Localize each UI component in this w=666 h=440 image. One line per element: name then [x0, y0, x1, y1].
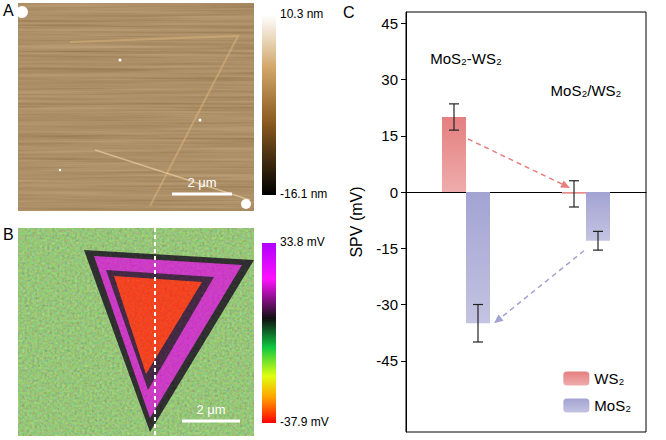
svg-text:33.8 mV: 33.8 mV: [280, 235, 325, 249]
svg-text:2 μm: 2 μm: [196, 402, 225, 417]
svg-text:A: A: [3, 2, 14, 19]
svg-text:10.3 nm: 10.3 nm: [280, 7, 323, 21]
svg-text:-30: -30: [376, 296, 398, 313]
svg-text:45: 45: [381, 15, 398, 32]
svg-text:MoS₂/WS₂: MoS₂/WS₂: [551, 82, 622, 99]
svg-text:SPV (mV): SPV (mV): [348, 186, 365, 257]
svg-text:-15: -15: [376, 240, 398, 257]
svg-text:-16.1 nm: -16.1 nm: [280, 187, 327, 201]
svg-text:B: B: [3, 226, 14, 243]
svg-text:30: 30: [381, 71, 398, 88]
svg-text:WS₂: WS₂: [594, 370, 624, 387]
svg-text:C: C: [343, 4, 355, 21]
svg-text:15: 15: [381, 127, 398, 144]
svg-text:MoS₂-WS₂: MoS₂-WS₂: [430, 50, 502, 67]
svg-text:-45: -45: [376, 352, 398, 369]
svg-text:MoS₂: MoS₂: [594, 397, 631, 414]
svg-text:-37.9 mV: -37.9 mV: [280, 415, 329, 429]
svg-text:2 μm: 2 μm: [187, 175, 216, 190]
svg-text:0: 0: [390, 184, 398, 201]
